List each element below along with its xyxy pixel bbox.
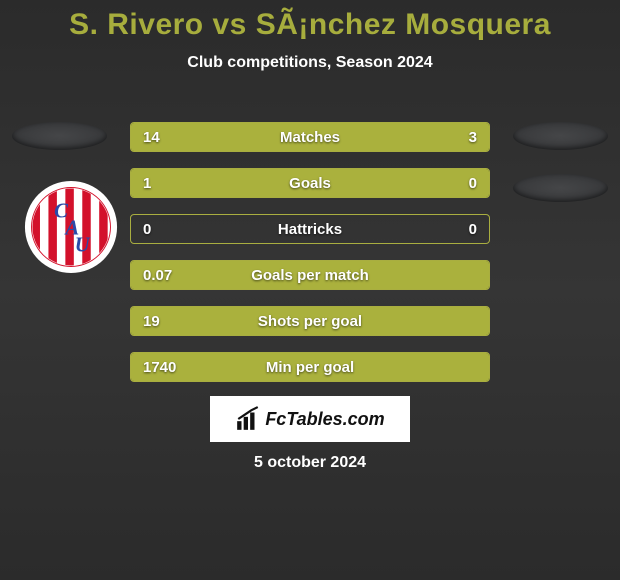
stat-label: Goals per match [131,261,489,289]
comparison-title: S. Rivero vs SÃ¡nchez Mosquera [0,0,620,42]
left-crest-placeholder-1 [12,122,107,150]
club-badge-left: C A U [24,180,118,274]
stats-panel: 143Matches 10Goals 00Hattricks 0.07Goals pe… [130,122,490,398]
subtitle: Club competitions, Season 2024 [0,54,620,72]
stat-row: 143Matches [130,122,490,152]
stat-label: Min per goal [131,353,489,381]
stat-row: 00Hattricks [130,214,490,244]
stat-row: 0.07Goals per match [130,260,490,290]
vs-separator: vs [212,8,246,41]
crest-shadow-icon [513,174,608,202]
stat-row: 19Shots per goal [130,306,490,336]
right-crest-placeholder-1 [513,122,608,150]
cau-badge-icon: C A U [24,180,118,274]
svg-text:U: U [75,234,91,256]
stat-label: Goals [131,169,489,197]
crest-shadow-icon [12,122,107,150]
stat-label: Matches [131,123,489,151]
stat-label: Shots per goal [131,307,489,335]
player-right-name: SÃ¡nchez Mosquera [256,8,551,41]
player-left-name: S. Rivero [69,8,204,41]
stat-row: 10Goals [130,168,490,198]
crest-shadow-icon [513,122,608,150]
right-crest-placeholder-2 [513,174,608,202]
brand-bars-icon [235,406,261,432]
brand-text: FcTables.com [265,409,384,430]
stat-label: Hattricks [131,215,489,243]
brand-watermark: FcTables.com [210,396,410,442]
stat-row: 1740Min per goal [130,352,490,382]
footer-date: 5 october 2024 [0,454,620,472]
